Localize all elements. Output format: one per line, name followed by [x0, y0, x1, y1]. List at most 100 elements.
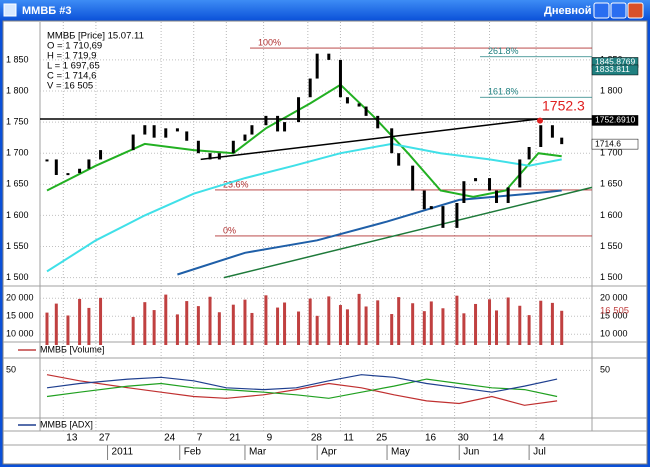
volume-last-label: 16 505 — [600, 305, 629, 316]
price-tag — [591, 138, 639, 150]
volume-bar — [364, 306, 368, 345]
volume-bar — [518, 305, 522, 345]
price-bar — [45, 159, 49, 162]
volume-bar — [217, 312, 221, 345]
price-tag — [591, 115, 639, 126]
price-bar — [429, 206, 433, 210]
x-month-label: Apr — [321, 447, 337, 458]
price-bar — [217, 153, 221, 160]
volume-bar — [185, 301, 189, 345]
price-tag-label: 1833.811 — [595, 64, 630, 74]
y-tick-label-right: 20 000 — [600, 293, 628, 303]
volume-bar — [411, 303, 415, 345]
mode-label[interactable]: Дневной — [544, 5, 592, 17]
overlay-line — [200, 118, 539, 161]
volume-bar — [488, 299, 492, 345]
x-month-label: May — [391, 447, 410, 458]
app-icon — [3, 3, 17, 17]
volume-bar — [338, 305, 342, 345]
volume-bar — [143, 302, 147, 345]
maximize-button[interactable] — [610, 2, 627, 19]
adx-line — [46, 374, 558, 393]
x-month-label: Jul — [533, 447, 546, 458]
volume-bar — [208, 296, 212, 345]
price-bar — [422, 190, 426, 210]
volume-bar — [539, 300, 543, 345]
volume-bar — [78, 298, 82, 345]
volume-bar — [327, 296, 331, 345]
price-bar — [185, 131, 189, 141]
price-bar — [283, 122, 287, 132]
y-tick-label-right: 15 000 — [600, 311, 628, 321]
close-button[interactable] — [627, 2, 644, 19]
volume-bar — [357, 293, 361, 345]
legend-label: ММВБ [Volume] — [40, 344, 104, 354]
volume-bar — [474, 303, 478, 345]
volume-bar — [397, 297, 401, 345]
volume-bar — [297, 311, 301, 345]
volume-bar — [276, 307, 280, 345]
volume-bar — [422, 311, 426, 345]
info-line: H = 1 719,9 — [47, 51, 96, 62]
volume-bar — [152, 310, 156, 345]
volume-bar — [429, 301, 433, 345]
legend-label: ММВБ [ADX] — [40, 419, 93, 429]
volume-bar — [560, 310, 564, 345]
info-line: O = 1 710,69 — [47, 41, 102, 52]
x-tick-label: 14 — [493, 433, 505, 444]
y-tick-label-right: 1 500 — [600, 272, 623, 282]
volume-bar — [196, 306, 200, 345]
x-tick-label: 4 — [539, 433, 545, 444]
x-month-label: Jun — [463, 447, 479, 458]
price-bar — [390, 128, 394, 154]
x-tick-label: 27 — [99, 433, 111, 444]
x-tick-label: 25 — [376, 433, 388, 444]
y-tick-label-right: 1 800 — [600, 85, 623, 95]
x-tick-label: 21 — [229, 433, 241, 444]
price-bar — [327, 53, 331, 60]
price-bar — [506, 187, 510, 203]
x-tick-label: 13 — [66, 433, 78, 444]
price-bar — [131, 134, 135, 151]
price-bar — [518, 159, 522, 188]
price-bar — [357, 103, 361, 107]
volume-bar — [376, 300, 380, 345]
x-month-label: Mar — [249, 447, 267, 458]
price-tag-label: 1752.6910 — [595, 115, 635, 125]
price-bar — [495, 190, 499, 203]
y-tick-label-right: 50 — [600, 365, 610, 375]
y-tick-label-right: 1 550 — [600, 241, 623, 251]
volume-bar — [495, 310, 499, 345]
price-bar — [455, 202, 459, 228]
price-bar — [196, 140, 200, 154]
overlay-line — [223, 186, 593, 279]
y-tick-label-right: 1 600 — [600, 210, 623, 220]
minimize-button[interactable] — [593, 2, 610, 19]
volume-bar — [345, 309, 349, 345]
fib-label: 0% — [223, 225, 236, 235]
x-month-label: 2011 — [112, 447, 134, 458]
price-bar — [175, 128, 179, 132]
volume-bar — [550, 302, 554, 345]
volume-bar — [462, 313, 466, 345]
price-bar — [376, 115, 380, 129]
price-bar — [164, 128, 168, 138]
price-bar — [308, 78, 312, 98]
price-bar — [297, 97, 301, 123]
x-tick-label: 11 — [343, 433, 354, 444]
volume-bar — [164, 294, 168, 345]
price-bar — [66, 173, 70, 176]
volume-bar — [441, 308, 445, 345]
y-tick-label-left: 1 800 — [6, 85, 29, 95]
price-bar — [315, 53, 319, 79]
volume-bar — [99, 297, 103, 345]
volume-bar — [315, 315, 319, 345]
price-bar — [250, 125, 254, 135]
price-bar — [411, 165, 415, 191]
price-bar — [338, 59, 342, 98]
price-bar — [488, 178, 492, 191]
price-bar — [152, 125, 156, 138]
price-marker-label: 1752.3 — [542, 97, 585, 113]
price-tag-label: 1714.6 — [595, 138, 621, 148]
